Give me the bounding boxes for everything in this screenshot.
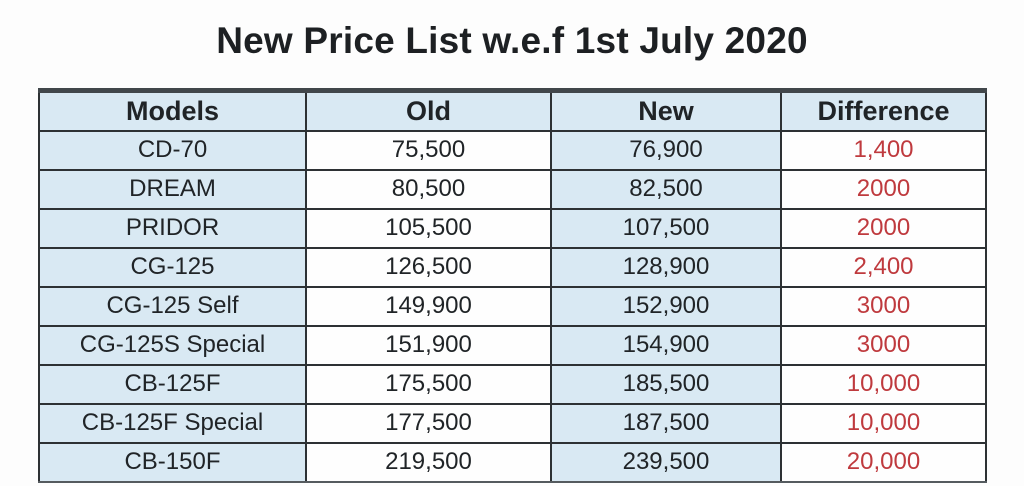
header-row: Models Old New Difference [38, 88, 987, 132]
table-row: CD-70 75,500 76,900 1,400 [38, 129, 987, 171]
difference-cell: 3000 [780, 285, 987, 327]
difference-cell: 2000 [780, 168, 987, 210]
old-price-cell: 151,900 [305, 324, 552, 366]
model-cell: CD-70 [38, 129, 307, 171]
new-price-cell: 107,500 [550, 207, 782, 249]
model-cell: CB-150F [38, 441, 307, 483]
new-price-cell: 239,500 [550, 441, 782, 483]
table-row: PRIDOR 105,500 107,500 2000 [38, 207, 987, 249]
table-row: DREAM 80,500 82,500 2000 [38, 168, 987, 210]
table-row: CG-125 Self 149,900 152,900 3000 [38, 285, 987, 327]
old-price-cell: 105,500 [305, 207, 552, 249]
table-row: CB-125F Special 177,500 187,500 10,000 [38, 402, 987, 444]
difference-cell: 2000 [780, 207, 987, 249]
new-price-cell: 185,500 [550, 363, 782, 405]
new-price-cell: 82,500 [550, 168, 782, 210]
column-header-new: New [550, 88, 782, 132]
difference-cell: 2,400 [780, 246, 987, 288]
column-header-difference: Difference [780, 88, 987, 132]
old-price-cell: 80,500 [305, 168, 552, 210]
new-price-cell: 76,900 [550, 129, 782, 171]
column-header-old: Old [305, 88, 552, 132]
new-price-cell: 154,900 [550, 324, 782, 366]
model-cell: CG-125 [38, 246, 307, 288]
table-row: CB-150F 219,500 239,500 20,000 [38, 441, 987, 483]
old-price-cell: 175,500 [305, 363, 552, 405]
old-price-cell: 75,500 [305, 129, 552, 171]
table-row: CG-125 126,500 128,900 2,400 [38, 246, 987, 288]
table-row: CB-125F 175,500 185,500 10,000 [38, 363, 987, 405]
difference-cell: 20,000 [780, 441, 987, 483]
model-cell: DREAM [38, 168, 307, 210]
difference-cell: 10,000 [780, 363, 987, 405]
difference-cell: 3000 [780, 324, 987, 366]
model-cell: PRIDOR [38, 207, 307, 249]
old-price-cell: 149,900 [305, 285, 552, 327]
model-cell: CB-125F Special [38, 402, 307, 444]
difference-cell: 10,000 [780, 402, 987, 444]
price-table: Models Old New Difference CD-70 75,500 7… [38, 88, 987, 483]
model-cell: CB-125F [38, 363, 307, 405]
old-price-cell: 219,500 [305, 441, 552, 483]
table-row: CG-125S Special 151,900 154,900 3000 [38, 324, 987, 366]
column-header-models: Models [38, 88, 307, 132]
new-price-cell: 152,900 [550, 285, 782, 327]
new-price-cell: 128,900 [550, 246, 782, 288]
old-price-cell: 126,500 [305, 246, 552, 288]
page-title: New Price List w.e.f 1st July 2020 [216, 20, 808, 61]
old-price-cell: 177,500 [305, 402, 552, 444]
model-cell: CG-125S Special [38, 324, 307, 366]
model-cell: CG-125 Self [38, 285, 307, 327]
difference-cell: 1,400 [780, 129, 987, 171]
new-price-cell: 187,500 [550, 402, 782, 444]
